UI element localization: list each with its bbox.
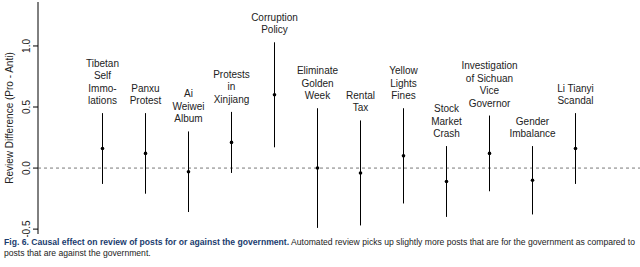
point — [402, 154, 406, 158]
point — [316, 166, 320, 170]
category-label: TibetanSelfImmo-lations — [86, 58, 119, 107]
y-tick — [33, 168, 38, 169]
category-label: StockMarketCrash — [431, 103, 462, 139]
y-axis-label: Review Difference (Pro - Anti) — [4, 52, 15, 184]
category-label: GenderImbalance — [509, 116, 556, 140]
point — [187, 170, 191, 174]
point — [531, 178, 535, 182]
point — [574, 147, 578, 151]
category-label: CorruptionPolicy — [251, 12, 298, 35]
y-tick — [33, 229, 38, 230]
point — [445, 180, 449, 184]
plot-area — [38, 42, 640, 228]
category-label: AiWeiweiAlbum — [172, 88, 204, 124]
category-label: PanxuProtest — [130, 83, 162, 107]
category-label: EliminateGoldenWeek — [297, 65, 339, 101]
caption-title: Fig. 6. Causal effect on review of posts… — [4, 237, 289, 247]
caption: Fig. 6. Causal effect on review of posts… — [4, 237, 636, 259]
point — [488, 152, 492, 156]
chart: -0.5 0.0 0.5 1.0 Review Difference (Pro - An… — [0, 0, 640, 237]
y-tick-label: 0.0 — [21, 161, 32, 175]
reference-line — [38, 168, 640, 169]
y-tick-label: 1.0 — [21, 39, 32, 53]
y-axis — [38, 2, 39, 234]
point — [144, 152, 148, 156]
category-label: ProtestsinXinjiang — [213, 69, 250, 105]
y-tick-label: -0.5 — [21, 220, 32, 237]
point — [101, 147, 105, 151]
y-tick-label: 0.5 — [21, 100, 32, 114]
point — [359, 171, 363, 175]
category-label: Li TianyiScandal — [557, 83, 594, 107]
y-tick — [33, 107, 38, 108]
point — [230, 141, 234, 145]
y-tick — [33, 45, 38, 46]
point — [273, 93, 277, 97]
category-label: YellowLightsFines — [389, 65, 418, 101]
category-label: Investigationof SichuanViceGovernor — [461, 60, 517, 109]
category-label: RentalTax — [346, 90, 375, 114]
